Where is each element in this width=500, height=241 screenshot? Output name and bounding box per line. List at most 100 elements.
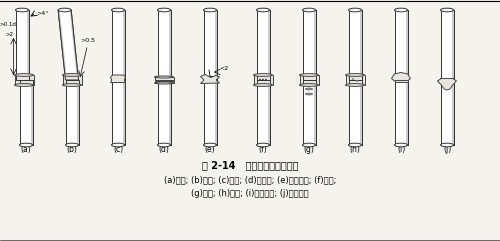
- Bar: [348, 10, 350, 80]
- Bar: [204, 10, 205, 80]
- Ellipse shape: [440, 8, 454, 12]
- Ellipse shape: [394, 143, 407, 147]
- Bar: [158, 80, 159, 145]
- Ellipse shape: [348, 8, 362, 12]
- Ellipse shape: [58, 8, 71, 12]
- Bar: [204, 10, 216, 80]
- Bar: [256, 10, 270, 80]
- Bar: [14, 75, 34, 85]
- Bar: [268, 80, 270, 145]
- Ellipse shape: [254, 84, 272, 86]
- Text: (a)偏心; (b)倾斜; (c)咬边; (d)未熔合; (e)焊包不匀; (f)气孔;: (a)偏心; (b)倾斜; (c)咬边; (d)未熔合; (e)焊包不匀; (f…: [164, 175, 336, 184]
- Ellipse shape: [61, 9, 63, 11]
- Bar: [112, 80, 124, 145]
- Text: (f): (f): [258, 145, 268, 154]
- Ellipse shape: [306, 88, 312, 90]
- Bar: [123, 80, 124, 145]
- Bar: [254, 75, 272, 85]
- Bar: [394, 80, 407, 145]
- Bar: [158, 10, 159, 80]
- Ellipse shape: [204, 143, 216, 147]
- Bar: [302, 80, 316, 145]
- Polygon shape: [392, 73, 410, 81]
- Ellipse shape: [160, 9, 162, 11]
- Bar: [440, 80, 454, 145]
- Bar: [406, 10, 407, 80]
- Bar: [394, 80, 407, 81]
- Bar: [348, 80, 350, 145]
- Bar: [256, 80, 270, 145]
- Ellipse shape: [265, 79, 267, 80]
- Bar: [348, 80, 362, 145]
- Bar: [204, 80, 216, 145]
- Bar: [302, 10, 316, 80]
- Ellipse shape: [443, 9, 446, 11]
- Bar: [348, 80, 362, 145]
- Bar: [440, 10, 454, 80]
- Bar: [20, 80, 32, 145]
- Ellipse shape: [114, 9, 116, 11]
- Bar: [215, 10, 216, 80]
- Ellipse shape: [259, 9, 262, 11]
- Bar: [204, 80, 216, 145]
- Bar: [302, 80, 316, 145]
- Ellipse shape: [158, 143, 170, 147]
- Bar: [348, 10, 362, 80]
- Bar: [440, 10, 454, 80]
- Bar: [66, 80, 78, 145]
- Bar: [360, 10, 362, 80]
- Bar: [204, 10, 216, 80]
- Bar: [360, 80, 362, 145]
- Ellipse shape: [348, 143, 362, 147]
- Bar: [406, 80, 407, 145]
- Polygon shape: [70, 10, 78, 80]
- Ellipse shape: [62, 74, 82, 76]
- Polygon shape: [58, 10, 67, 80]
- Ellipse shape: [256, 143, 270, 147]
- Text: (i): (i): [397, 145, 405, 154]
- Bar: [302, 80, 304, 145]
- Bar: [158, 10, 170, 80]
- Ellipse shape: [204, 8, 216, 12]
- Ellipse shape: [397, 9, 400, 11]
- Bar: [215, 80, 216, 145]
- Bar: [440, 80, 454, 145]
- Ellipse shape: [300, 84, 318, 86]
- Bar: [204, 80, 205, 145]
- Bar: [440, 10, 442, 80]
- Bar: [394, 10, 407, 80]
- Bar: [154, 80, 174, 83]
- Ellipse shape: [254, 74, 272, 76]
- Bar: [20, 80, 32, 145]
- Bar: [31, 80, 32, 145]
- Bar: [440, 80, 442, 145]
- Bar: [112, 80, 113, 145]
- Ellipse shape: [306, 93, 312, 95]
- Ellipse shape: [62, 84, 82, 86]
- Bar: [256, 80, 258, 145]
- Text: (e): (e): [204, 145, 216, 154]
- Bar: [256, 80, 270, 145]
- Text: (g): (g): [304, 145, 314, 154]
- Bar: [158, 80, 170, 145]
- Polygon shape: [110, 75, 126, 82]
- Bar: [66, 80, 78, 145]
- Text: >0.1d: >0.1d: [0, 22, 16, 27]
- Bar: [16, 10, 28, 80]
- Bar: [169, 10, 170, 80]
- Bar: [256, 10, 270, 80]
- Ellipse shape: [259, 79, 261, 80]
- Ellipse shape: [66, 143, 78, 147]
- Bar: [169, 80, 170, 145]
- Bar: [158, 80, 170, 145]
- Ellipse shape: [394, 8, 407, 12]
- Bar: [123, 10, 124, 80]
- Text: (g)烧伤; (h)夹渣; (i)焊包上翻; (j)焊包下流: (g)烧伤; (h)夹渣; (i)焊包上翻; (j)焊包下流: [191, 189, 309, 198]
- Ellipse shape: [112, 143, 124, 147]
- Ellipse shape: [154, 82, 174, 84]
- Bar: [62, 75, 82, 85]
- Ellipse shape: [206, 9, 208, 11]
- Polygon shape: [58, 10, 78, 80]
- Ellipse shape: [14, 84, 34, 86]
- Text: >2: >2: [6, 32, 14, 37]
